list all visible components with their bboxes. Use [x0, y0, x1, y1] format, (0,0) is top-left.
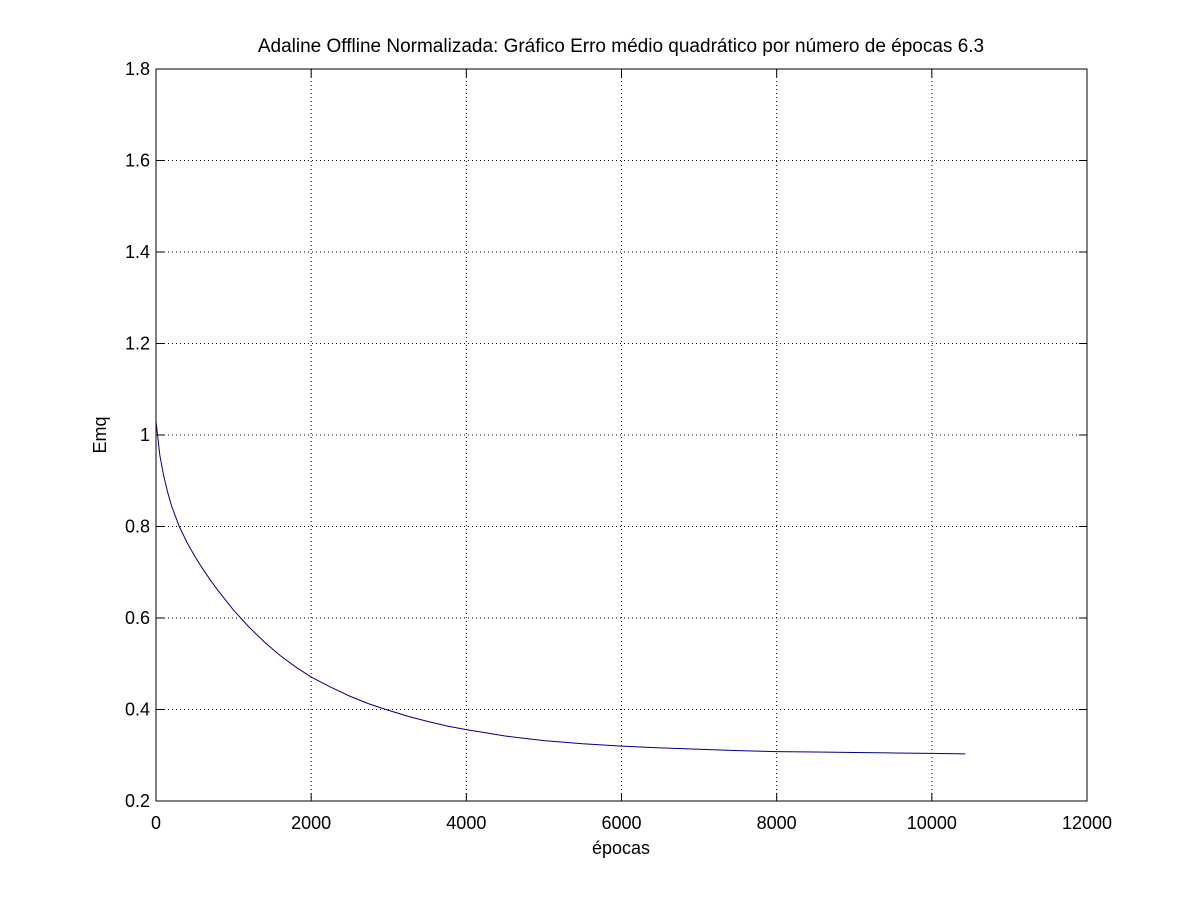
x-axis-label: épocas — [592, 838, 650, 858]
y-tick-label: 0.4 — [125, 700, 150, 720]
chart-title: Adaline Offline Normalizada: Gráfico Err… — [258, 36, 984, 57]
y-tick-label: 1.6 — [125, 151, 150, 171]
series-layer — [155, 421, 966, 755]
y-axis-label: Emq — [90, 416, 110, 453]
y-tick-label: 0.6 — [125, 608, 150, 628]
y-tick-label: 1.8 — [125, 59, 150, 79]
plot-area — [156, 69, 1087, 801]
y-tick-label: 0.2 — [125, 791, 150, 811]
x-tick-label: 4000 — [446, 813, 486, 833]
y-tick-label: 1 — [140, 425, 150, 445]
x-tick-label: 2000 — [291, 813, 331, 833]
x-tick-label: 8000 — [757, 813, 797, 833]
x-tick-label: 10000 — [907, 813, 957, 833]
x-tick-label: 12000 — [1062, 813, 1112, 833]
y-tick-labels: 0.2 0.4 0.6 0.8 1 1.2 1.4 1.6 1.8 — [125, 59, 150, 811]
series-line — [155, 421, 966, 755]
tick-marks — [155, 68, 1088, 802]
x-tick-label: 6000 — [601, 813, 641, 833]
y-tick-label: 0.8 — [125, 517, 150, 537]
y-tick-label: 1.2 — [125, 334, 150, 354]
x-tick-labels: 0 2000 4000 6000 8000 10000 12000 — [151, 813, 1112, 833]
x-tick-label: 0 — [151, 813, 161, 833]
y-tick-label: 1.4 — [125, 242, 150, 262]
